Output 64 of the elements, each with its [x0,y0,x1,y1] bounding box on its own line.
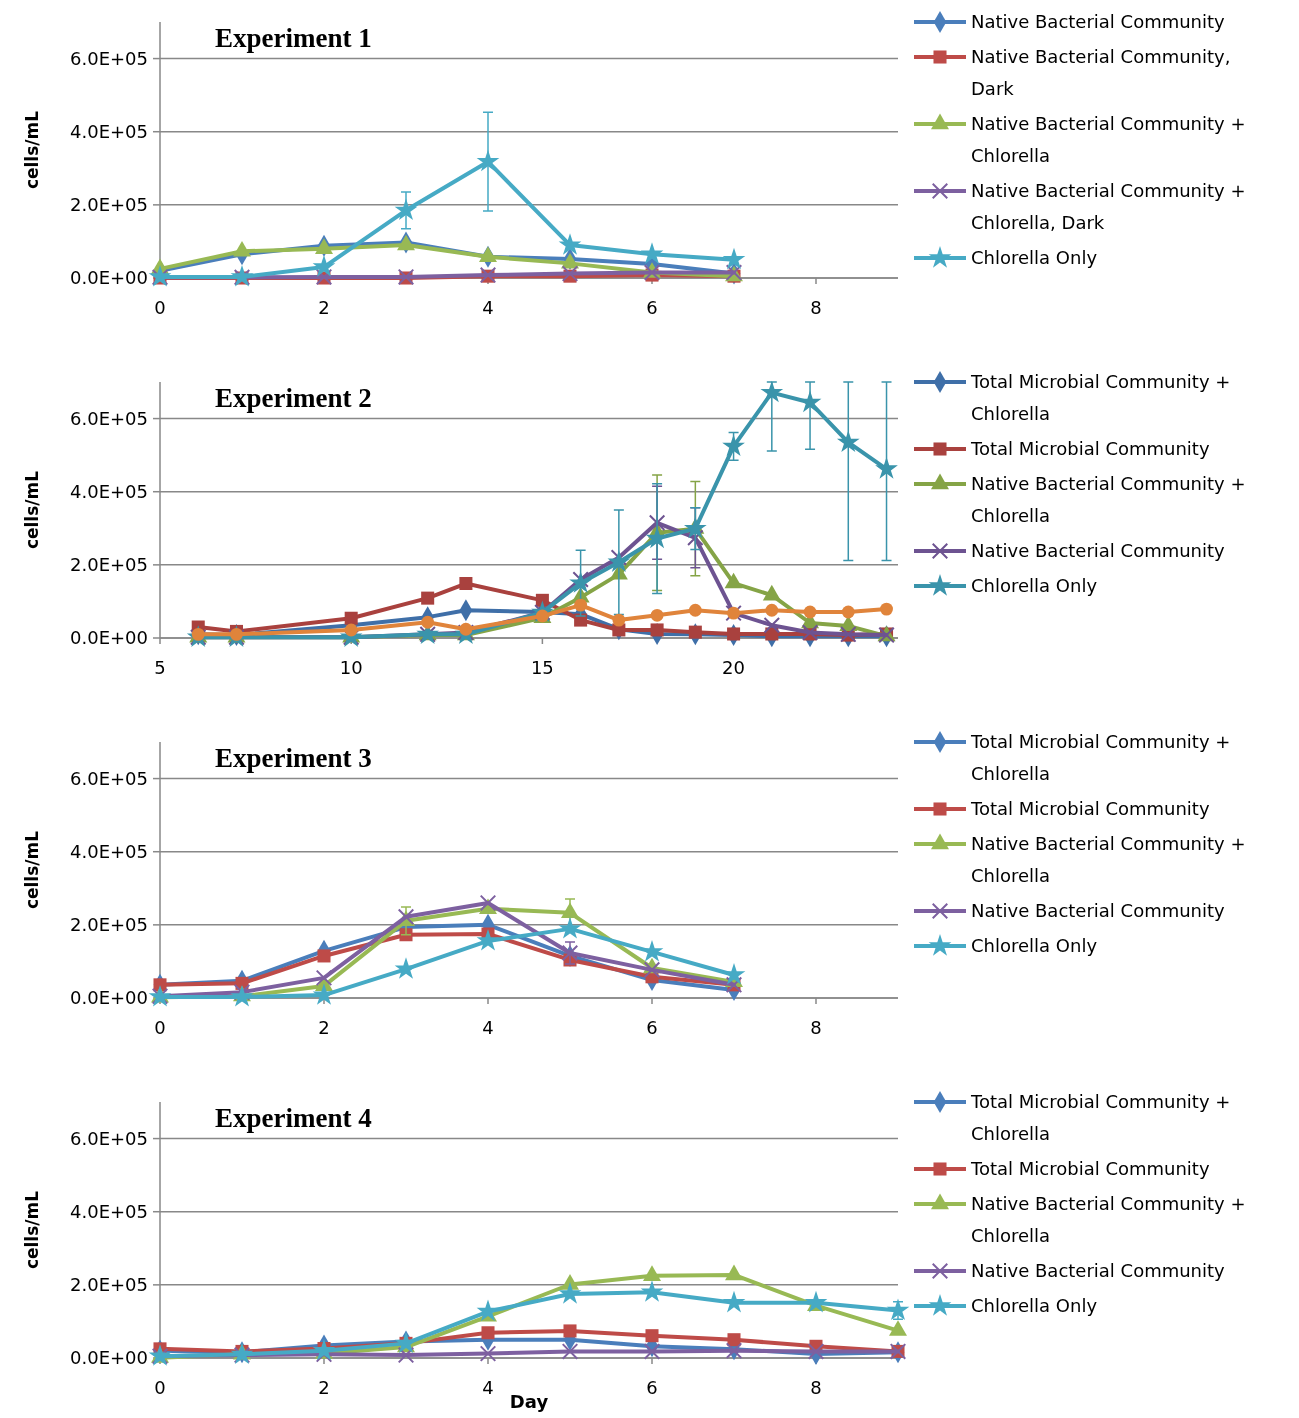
x-tick-label: 2 [318,1377,330,1398]
x-tick-label: 6 [646,297,658,318]
y-tick-label: 4.0E+05 [70,121,148,143]
legend-label: Native Bacterial Community + Chlorella [971,1193,1246,1246]
y-tick-label: 4.0E+05 [70,1201,148,1223]
legend-label: Total Microbial Community [970,438,1210,459]
x-tick-label: 6 [646,1377,658,1398]
y-axis-title: cells/mL [22,1190,42,1270]
x-tick-label: 2 [318,1017,330,1038]
x-tick-label: 8 [810,1377,822,1398]
x-tick-label: 2 [318,297,330,318]
chart-title: Experiment 3 [215,743,372,773]
legend-label: Native Bacterial Community [971,540,1226,561]
y-tick-label: 4.0E+05 [70,481,148,503]
legend-label: Native Bacterial Community + Chlorella [971,473,1246,526]
y-tick-label: 6.0E+05 [70,407,148,429]
x-tick-label: 4 [482,297,494,318]
x-tick-label: 10 [339,657,363,678]
y-tick-label: 6.0E+05 [70,1127,148,1149]
x-tick-label: 8 [810,297,822,318]
legend-label: Chlorella Only [971,247,1098,268]
legend-label: Total Microbial Community + Chlorella [970,371,1231,424]
y-axis-title: cells/mL [22,830,42,910]
legend-label: Native Bacterial Community [971,900,1226,921]
y-tick-label: 6.0E+05 [70,767,148,789]
chart-title: Experiment 4 [215,1103,372,1133]
legend-label: Total Microbial Community [970,1158,1210,1179]
x-tick-label: 0 [154,1017,166,1038]
legend-label: Chlorella Only [971,1295,1098,1316]
x-tick-label: 0 [154,1377,166,1398]
legend-label: Chlorella Only [971,575,1098,596]
legend-label: Native Bacterial Community + Chlorella [971,833,1246,886]
y-tick-label: 0.0E+00 [70,267,148,289]
x-tick-label: 15 [530,657,554,678]
legend-label: Total Microbial Community + Chlorella [970,1091,1231,1144]
y-tick-label: 0.0E+00 [70,987,148,1009]
x-tick-label: 4 [482,1017,494,1038]
y-axis-title: cells/mL [22,110,42,190]
legend-label: Total Microbial Community [970,798,1210,819]
legend-label: Total Microbial Community + Chlorella [970,731,1231,784]
x-tick-label: 5 [154,657,166,678]
x-tick-label: 20 [722,657,746,678]
legend-label: Chlorella Only [971,935,1098,956]
legend-label: Native Bacterial Community [971,1260,1226,1281]
y-tick-label: 2.0E+05 [70,914,148,936]
x-axis-title: Day [509,1391,549,1412]
chart-title: Experiment 2 [215,383,372,413]
x-tick-label: 4 [482,1377,494,1398]
y-tick-label: 2.0E+05 [70,194,148,216]
x-tick-label: 6 [646,1017,658,1038]
legend-label: Native Bacterial Community + Chlorella, Dark [971,180,1246,233]
x-tick-label: 0 [154,297,166,318]
y-tick-label: 2.0E+05 [70,1274,148,1296]
legend-label: Native Bacterial Community, Dark [971,46,1231,99]
y-tick-label: 4.0E+05 [70,841,148,863]
legend-label: Native Bacterial Community [971,11,1226,32]
y-tick-label: 2.0E+05 [70,554,148,576]
x-tick-label: 8 [810,1017,822,1038]
legend-label: Native Bacterial Community + Chlorella [971,113,1246,166]
chart-title: Experiment 1 [215,23,372,53]
y-axis-title: cells/mL [22,470,42,550]
y-tick-label: 6.0E+05 [70,47,148,69]
y-tick-label: 0.0E+00 [70,1347,148,1369]
y-tick-label: 0.0E+00 [70,627,148,649]
